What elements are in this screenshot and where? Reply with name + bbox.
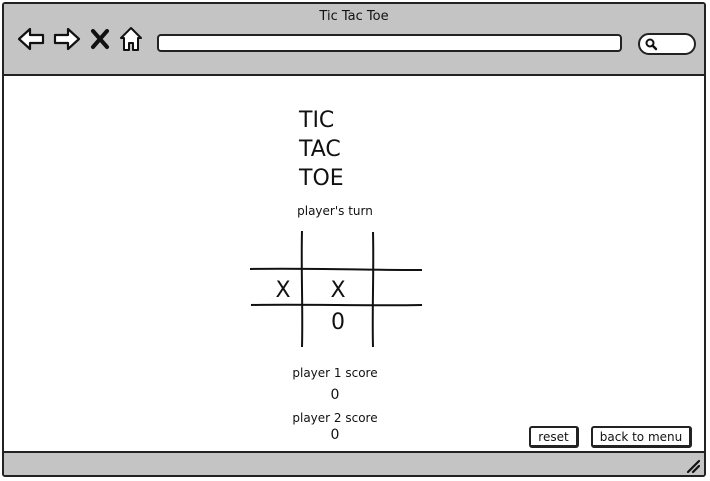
board-cell-0-2[interactable] xyxy=(372,233,424,267)
back-to-menu-button[interactable]: back to menu xyxy=(591,426,692,448)
board-cell-2-2[interactable] xyxy=(372,307,424,341)
board-cell-1-2[interactable] xyxy=(372,273,424,307)
window-title: Tic Tac Toe xyxy=(319,9,389,24)
home-button[interactable] xyxy=(117,24,145,54)
status-bar xyxy=(4,451,704,475)
page-content: TIC TAC TOE player's turn X X 0 player 1… xyxy=(4,76,704,453)
board-cell-1-0[interactable]: X xyxy=(275,277,291,303)
player-2-score-label: player 2 score xyxy=(292,411,378,425)
arrow-left-icon xyxy=(17,27,45,51)
game-title-line: TIC xyxy=(299,108,335,133)
player-2-score-value: 0 xyxy=(330,427,340,443)
board-cell-2-1[interactable]: 0 xyxy=(331,309,345,335)
game-title-line: TOE xyxy=(299,166,344,191)
board-cell-2-0[interactable] xyxy=(252,307,304,341)
back-button[interactable] xyxy=(16,24,46,54)
turn-indicator: player's turn xyxy=(297,204,373,218)
board-cell-1-1[interactable]: X xyxy=(330,277,346,303)
player-1-score-value: 0 xyxy=(330,387,340,403)
reset-button[interactable]: reset xyxy=(529,426,579,448)
arrow-right-icon xyxy=(53,27,81,51)
board-grid xyxy=(249,230,422,348)
title-bar: Tic Tac Toe xyxy=(4,4,704,76)
player-1-score-label: player 1 score xyxy=(292,366,378,380)
address-bar[interactable] xyxy=(157,34,622,52)
board-cell-0-0[interactable] xyxy=(252,233,304,267)
resize-grip-icon[interactable] xyxy=(684,457,700,473)
stop-button[interactable] xyxy=(88,24,112,54)
game-title-line: TAC xyxy=(299,137,341,162)
search-icon xyxy=(645,38,658,51)
browser-window: Tic Tac Toe xyxy=(2,2,706,477)
game-title: TIC TAC TOE xyxy=(299,106,369,193)
search-field[interactable] xyxy=(638,33,696,55)
home-icon xyxy=(120,27,142,51)
close-icon xyxy=(91,29,109,49)
forward-button[interactable] xyxy=(52,24,82,54)
tic-tac-toe-board: X X 0 xyxy=(246,229,422,349)
board-cell-0-1[interactable] xyxy=(312,233,364,267)
